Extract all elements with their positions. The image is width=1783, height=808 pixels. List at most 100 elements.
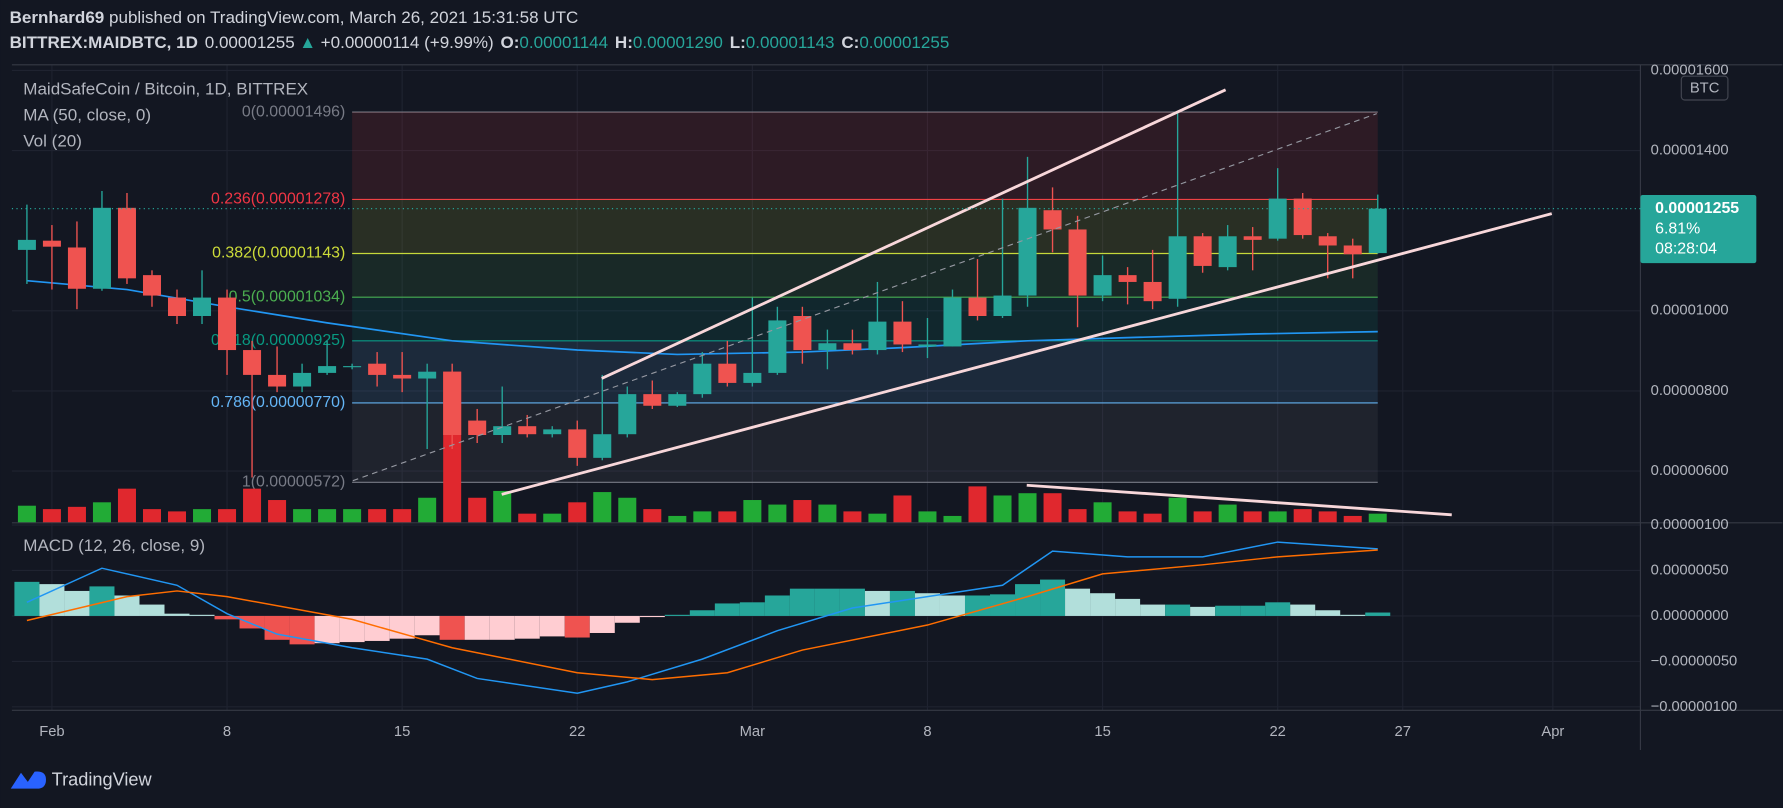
macd-histogram-bar xyxy=(589,615,615,633)
y-tick-label: 0.00001600 xyxy=(1651,62,1729,78)
logo-shape xyxy=(10,771,46,789)
volume-legend: Vol (20) xyxy=(23,132,82,151)
candle-body xyxy=(293,372,312,387)
fib-label: 0.382(0.00001143) xyxy=(212,245,345,262)
candle-body xyxy=(868,321,887,351)
candle-body xyxy=(793,316,812,351)
published: published on TradingView.com, March 26, … xyxy=(104,8,578,27)
y-tick-label: 0.00000800 xyxy=(1651,383,1729,399)
last-price-box xyxy=(1640,194,1757,264)
macd-histogram-bar xyxy=(414,615,440,636)
macd-histogram-bar xyxy=(439,615,465,640)
volume-bar xyxy=(1118,511,1137,523)
fib-label: 0.5(0.00001034) xyxy=(229,288,346,305)
macd-histogram-bar xyxy=(389,615,415,639)
unit: BTC xyxy=(1690,81,1720,97)
candle-body xyxy=(1193,236,1212,266)
volume-bar xyxy=(368,509,387,523)
l-label: L: xyxy=(730,33,746,52)
candle-body xyxy=(1218,236,1237,268)
candle-body xyxy=(1368,208,1387,254)
macd-tick-label: 0.00000000 xyxy=(1651,608,1729,624)
unit-badge xyxy=(1680,75,1729,101)
x-tick-label: 15 xyxy=(394,724,410,740)
volume-bar xyxy=(968,486,987,523)
volume-bar xyxy=(67,506,86,523)
y-tick-label: 0.00001000 xyxy=(1651,303,1729,319)
volume-bar xyxy=(1018,493,1037,523)
x-tick-label: Feb xyxy=(39,724,64,740)
candle-body xyxy=(1343,245,1362,255)
macd-histogram-bar xyxy=(489,615,515,640)
macd-tick-label: 0.00000050 xyxy=(1651,562,1729,578)
volume-bar xyxy=(493,490,512,523)
macd-histogram-bar xyxy=(739,602,765,616)
chart-title: MaidSafeCoin / Bitcoin, 1D, BITTREX xyxy=(23,79,308,98)
candle-body xyxy=(1168,236,1187,299)
candle-body xyxy=(1118,275,1137,282)
candle-body xyxy=(393,374,412,379)
volume-bar xyxy=(117,488,136,523)
macd-histogram-bar xyxy=(139,604,165,616)
macd-histogram-bar xyxy=(339,615,365,643)
macd-histogram-bar xyxy=(189,614,215,616)
macd-histogram-bar xyxy=(1190,606,1216,616)
x-tick-label: 22 xyxy=(569,724,585,740)
candle-body xyxy=(168,297,187,317)
candle-body xyxy=(643,394,662,406)
macd-histogram-bar xyxy=(1040,579,1066,616)
volume-bar xyxy=(1143,513,1162,523)
volume-bar xyxy=(318,509,337,523)
macd-histogram-bar xyxy=(239,615,265,629)
x-tick-label: 8 xyxy=(223,724,231,740)
volume-bar xyxy=(92,502,111,523)
candle-body xyxy=(1293,198,1312,236)
candle-body xyxy=(92,207,111,289)
fib-label: 1(0.00000572) xyxy=(242,473,345,490)
ma-legend: MA (50, close, 0) xyxy=(23,105,151,124)
volume-bar xyxy=(1093,502,1112,523)
brand: TradingView xyxy=(52,770,153,790)
volume-bar xyxy=(218,509,237,523)
macd-histogram-bar xyxy=(1090,593,1116,616)
symbol-line: BITTREX:MAIDBTC, 1D 0.00001255 ▲ +0.0000011… xyxy=(10,33,950,52)
macd-histogram-bar xyxy=(914,593,940,616)
macd-histogram-bar xyxy=(1265,602,1291,616)
volume-bar xyxy=(543,513,562,523)
volume-bar xyxy=(893,495,912,523)
macd-line xyxy=(26,549,1378,681)
x-tick-label: Apr xyxy=(1541,724,1564,740)
arrow: ▲ xyxy=(299,33,316,52)
o: 0.00001144 xyxy=(519,33,608,52)
volume-bar xyxy=(618,497,637,523)
last: 0.00001255 xyxy=(205,33,295,52)
volume-bar xyxy=(193,509,212,523)
volume-bar xyxy=(1243,511,1262,523)
volume-bar xyxy=(1043,493,1062,523)
fib-label: 0.618(0.00000925) xyxy=(211,332,345,349)
candle-body xyxy=(343,366,362,368)
last-price-change: 6.81% xyxy=(1655,220,1700,237)
y-tick-label: 0.00001400 xyxy=(1651,142,1729,158)
volume-bar xyxy=(1193,511,1212,523)
x-tick-label: 27 xyxy=(1395,724,1411,740)
volume-bar xyxy=(843,511,862,523)
candle-body xyxy=(67,247,86,289)
last-price-label: 0.00001255 xyxy=(1655,200,1739,217)
macd-histogram-bar xyxy=(889,590,915,616)
trend-line xyxy=(601,88,1227,380)
fib-zone xyxy=(352,112,1378,200)
last-price-countdown: 08:28:04 xyxy=(1655,241,1717,258)
author: Bernhard69 xyxy=(10,8,105,27)
volume-bar xyxy=(393,509,412,523)
h-label: H: xyxy=(615,33,633,52)
volume-bar xyxy=(918,511,937,523)
macd-histogram-bar xyxy=(839,588,865,616)
candle-body xyxy=(243,350,262,375)
publish-line: Bernhard69 published on TradingView.com,… xyxy=(10,8,579,27)
volume-bar xyxy=(343,509,362,523)
volume-bar xyxy=(993,495,1012,523)
candle-body xyxy=(1093,275,1112,296)
volume-bar xyxy=(793,500,812,523)
volume-bar xyxy=(1268,511,1287,523)
